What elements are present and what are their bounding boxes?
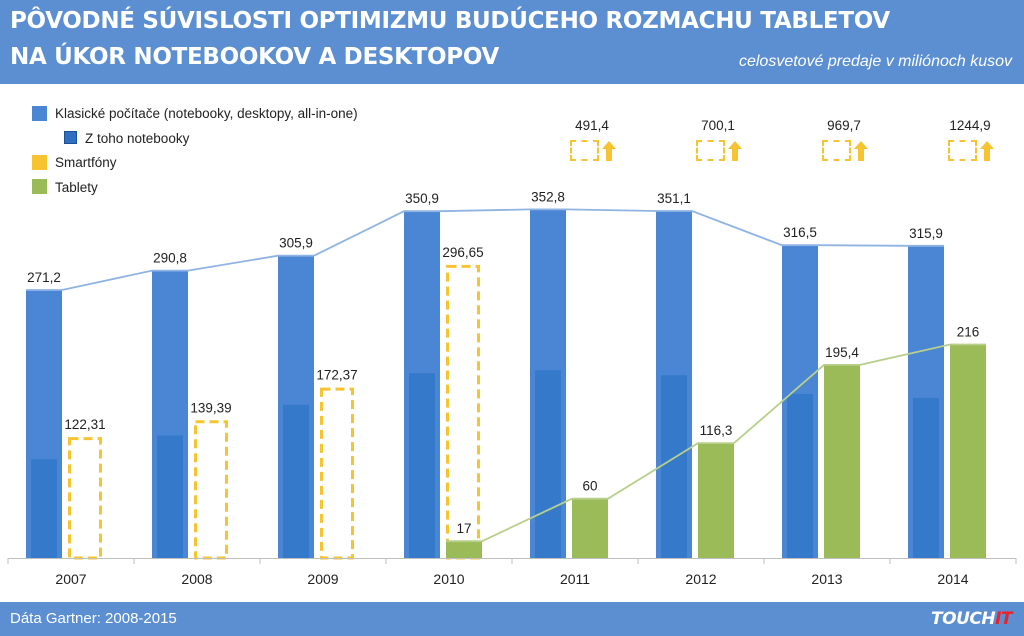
- legend-swatch-smartphones: [32, 154, 47, 170]
- arrow-up-icon: [980, 141, 994, 161]
- legend-swatch-pc: [32, 105, 47, 121]
- legend-swatch-tablets: [32, 179, 47, 195]
- tablet-bar: [950, 344, 986, 558]
- bars-layer: [26, 209, 986, 560]
- smartphone-bar: [446, 264, 480, 560]
- chart-title-line-1: PÔVODNÉ SÚVISLOSTI OPTIMIZMU BUDÚCEHO RO…: [10, 8, 890, 34]
- tablet-bar: [824, 364, 860, 558]
- forecast-value: 700,1: [701, 118, 735, 133]
- legend-label-pc: Klasické počítače (notebooky, desktopy, …: [55, 106, 358, 121]
- forecast-dashed-box: [822, 140, 851, 161]
- x-tick-label: 2008: [181, 571, 212, 587]
- chart-plot: 271,2 122,31 290,8 139,39 305,9 172,37 350,9 29…: [7, 189, 1017, 587]
- connector-lines-layer: [26, 208, 986, 543]
- x-tick-label: 2014: [937, 571, 968, 587]
- arrow-up-icon: [728, 141, 742, 161]
- x-axis: 2007 2008 2009 2010 2011 2012 2013 2014: [7, 558, 1017, 587]
- pc-value-label: 315,9: [909, 226, 943, 241]
- tablet-bar: [572, 498, 608, 558]
- notebook-bar: [661, 375, 687, 558]
- notebook-bar: [31, 459, 57, 558]
- notebook-bar: [913, 397, 939, 558]
- smartphone-value-label: 296,65: [442, 245, 483, 260]
- legend-label-notebooks: Z toho notebooky: [85, 130, 190, 146]
- forecast-value: 1244,9: [949, 118, 991, 133]
- notebook-bar: [157, 435, 183, 558]
- notebook-bar: [409, 373, 435, 558]
- legend-item-notebooks: Z toho notebooky: [32, 127, 358, 152]
- chart-title-line-2: NA ÚKOR NOTEBOOKOV A DESKTOPOV: [10, 44, 499, 70]
- forecast-dashed-box: [570, 140, 599, 161]
- tablet-value-label: 60: [582, 479, 597, 494]
- smartphone-value-label: 139,39: [190, 400, 231, 415]
- notebook-bar: [535, 370, 561, 558]
- brand-logo-accent: IT: [995, 609, 1012, 629]
- smartphone-value-label: 122,31: [64, 417, 105, 432]
- pc-connector-line: [26, 208, 944, 291]
- brand-logo: TOUCHIT: [931, 609, 1012, 629]
- tablet-bar: [698, 443, 734, 558]
- pc-value-label: 350,9: [405, 191, 439, 206]
- notebook-bar: [787, 393, 813, 558]
- pc-value-label: 271,2: [27, 270, 61, 285]
- tablet-connector-line: [446, 343, 986, 543]
- tablet-bar: [446, 541, 482, 558]
- legend-label-smartphones: Smartfóny: [55, 155, 117, 170]
- pc-value-label: 351,1: [657, 191, 691, 206]
- forecast-dashed-box: [696, 140, 725, 161]
- header-banner: PÔVODNÉ SÚVISLOSTI OPTIMIZMU BUDÚCEHO RO…: [0, 0, 1024, 84]
- forecast-value: 969,7: [827, 118, 861, 133]
- arrow-up-icon: [602, 141, 616, 161]
- arrow-up-icon: [854, 141, 868, 161]
- notebook-bar: [283, 404, 309, 558]
- forecast-dashed-box: [948, 140, 977, 161]
- footer-banner: Dáta Gartner: 2008-2015 TOUCHIT: [0, 602, 1024, 636]
- brand-logo-main: TOUCH: [931, 609, 996, 629]
- chart-subtitle: celosvetové predaje v miliónoch kusov: [738, 53, 1012, 70]
- pc-value-label: 290,8: [153, 251, 187, 266]
- legend-label-tablets: Tablety: [55, 179, 98, 195]
- smartphone-forecast-2011: 491,4: [562, 118, 622, 161]
- tablet-value-label: 116,3: [700, 423, 733, 438]
- x-tick-label: 2013: [811, 571, 842, 587]
- data-labels-layer: 271,2 122,31 290,8 139,39 305,9 172,37 350,9 29…: [27, 189, 979, 536]
- x-tick-label: 2010: [433, 571, 464, 587]
- x-tick-label: 2012: [685, 571, 716, 587]
- smartphone-bar: [194, 420, 228, 560]
- smartphone-forecast-2012: 700,1: [688, 118, 748, 161]
- smartphone-value-label: 172,37: [316, 368, 357, 383]
- data-source: Dáta Gartner: 2008-2015: [10, 610, 177, 627]
- tablet-value-label: 195,4: [825, 345, 859, 360]
- legend-item-pc: Klasické počítače (notebooky, desktopy, …: [32, 102, 358, 127]
- smartphone-bar: [320, 387, 354, 560]
- smartphone-bar: [68, 437, 102, 560]
- tablet-value-label: 216: [957, 325, 980, 340]
- legend-item-smartphones: Smartfóny: [32, 151, 358, 176]
- x-tick-label: 2009: [307, 571, 338, 587]
- smartphone-forecast-2013: 969,7: [814, 118, 874, 161]
- legend-item-tablets: Tablety: [32, 176, 358, 201]
- x-tick-label: 2007: [55, 571, 86, 587]
- pc-value-label: 352,8: [531, 189, 565, 204]
- forecast-value: 491,4: [575, 118, 609, 133]
- legend-swatch-notebooks: [64, 131, 77, 145]
- x-tick-label: 2011: [560, 571, 590, 587]
- pc-value-label: 316,5: [783, 225, 817, 240]
- smartphone-forecast-2014: 1244,9: [940, 118, 1000, 161]
- pc-value-label: 305,9: [279, 236, 313, 251]
- legend: Klasické počítače (notebooky, desktopy, …: [32, 102, 358, 200]
- tablet-value-label: 17: [456, 521, 471, 536]
